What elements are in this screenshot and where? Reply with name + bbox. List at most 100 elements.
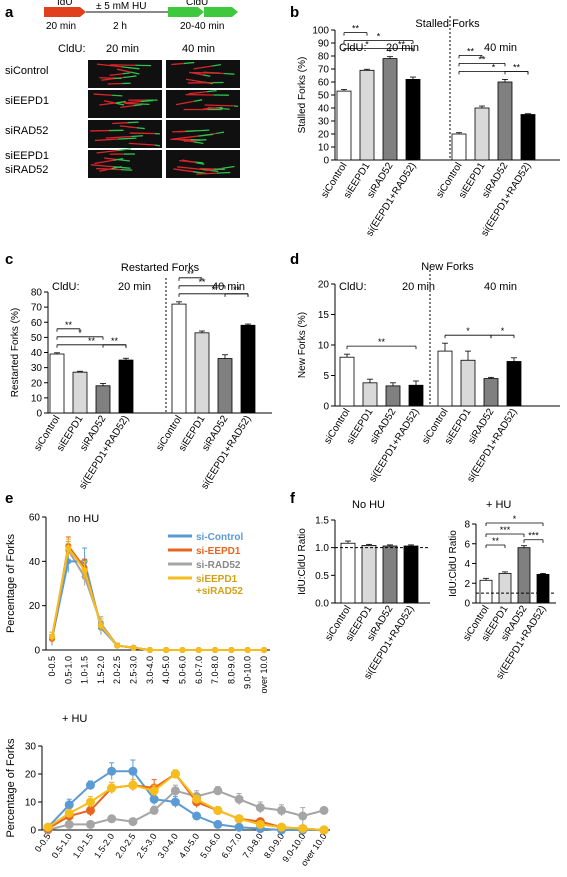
legend-e: si-Control si-EEPD1 si-RAD52 siEEPD1 +si… (168, 532, 243, 597)
condition-annotation: + HU (62, 713, 87, 725)
fiber-segment-idu (96, 149, 118, 154)
sig-marker: * (513, 514, 517, 524)
micro-40min-header: 40 min (182, 43, 215, 55)
cldu-arrow-1 (168, 7, 204, 17)
x-tick-label: over 10.0 (259, 656, 269, 694)
panel-letter-a: a (5, 4, 14, 21)
x-tick-label: 2.0-2.5 (113, 831, 137, 860)
bar (385, 385, 401, 407)
y-tick-label: 40 (29, 557, 41, 568)
y-tick-label: 80 (318, 52, 330, 63)
sig-marker: ** (65, 320, 73, 330)
fiber-segment-idu (120, 105, 134, 109)
y-tick-label: 80 (31, 288, 43, 299)
panel-letter-e: e (5, 490, 13, 507)
cldu-time: 20-40 min (180, 21, 224, 32)
y-tick-label: 10 (31, 393, 43, 404)
fiber-segment-idu (203, 71, 225, 75)
data-point (319, 825, 329, 835)
bar (217, 358, 233, 414)
y-tick-label: 20 (29, 601, 41, 612)
fiber-segment-cldu (193, 141, 204, 144)
fiber-segment-cldu (130, 71, 140, 75)
fiber-segment-cldu (195, 129, 210, 132)
x-tick-label: 7.0-8.0 (241, 831, 265, 860)
sig-marker: *** (500, 525, 511, 535)
sig-marker: ** (352, 24, 360, 34)
fiber-segment-cldu (198, 133, 214, 137)
fiber-segment-idu (173, 135, 199, 140)
x-tick-label: 4.0-5.0 (177, 831, 201, 860)
x-tick-label: 1.5-2.0 (96, 656, 106, 684)
idu-time: 20 min (46, 21, 76, 32)
bar (408, 384, 424, 407)
fiber-segment-cldu (212, 64, 222, 67)
sig-marker: *** (528, 531, 539, 541)
panel-letter-d: d (290, 251, 299, 268)
y-axis-label: Stalled Forks (%) (297, 57, 308, 134)
fiber-panel (88, 120, 162, 148)
sig-marker: ** (492, 536, 500, 546)
data-point (64, 808, 74, 818)
sig-marker: * (466, 326, 470, 336)
bar (382, 545, 398, 604)
y-tick-label: 0.5 (315, 571, 329, 582)
data-point (192, 811, 202, 821)
fiber-segment-idu (112, 122, 128, 125)
cldu-prefix: CldU: (339, 42, 367, 54)
fiber-segment-idu (172, 130, 186, 133)
fiber-segment-idu (96, 63, 122, 68)
chart-title: Stalled Forks (415, 18, 480, 30)
y-axis-label: Restarted Forks (%) (10, 308, 21, 397)
x-tick-label: 5.0-6.0 (198, 831, 222, 860)
bar (474, 107, 490, 161)
condition-annotation: no HU (68, 513, 99, 525)
micro-row-sirad52: siRAD52 (5, 125, 48, 137)
bar (506, 361, 522, 407)
data-point (195, 647, 202, 653)
sig-marker: ** (378, 337, 386, 347)
fiber-panel (88, 148, 162, 178)
y-tick-label: 70 (318, 65, 330, 76)
group-header: 20 min (402, 281, 435, 293)
fiber-segment-cldu (117, 137, 137, 140)
y-tick-label: 1.0 (315, 543, 329, 554)
y-tick-label: 60 (31, 318, 43, 329)
bar (479, 579, 493, 604)
fiber-segment-cldu (116, 100, 126, 104)
data-point (114, 642, 121, 649)
y-tick-label: 40 (31, 348, 43, 359)
data-point (49, 633, 55, 640)
sig-marker: ** (88, 336, 96, 346)
group-header: 40 min (484, 42, 517, 54)
fiber-segment-idu (90, 164, 114, 168)
y-tick-label: 6 (464, 539, 470, 550)
data-point (64, 800, 74, 810)
fiber-panel (166, 150, 240, 178)
bar (520, 114, 536, 161)
fiber-panel (88, 90, 162, 118)
data-point (213, 786, 223, 796)
data-point (213, 805, 223, 815)
fiber-segment-idu (204, 104, 235, 107)
y-tick-label: 20 (318, 130, 330, 141)
legend-label-sirad52: si-RAD52 (196, 560, 241, 571)
sig-marker: * (212, 285, 216, 295)
data-point (85, 805, 95, 815)
data-point (234, 814, 244, 824)
data-point (228, 647, 235, 653)
x-tick-label: 6.0-7.0 (194, 656, 204, 684)
bar (451, 133, 467, 161)
y-tick-label: 30 (31, 363, 43, 374)
chart-b: Stalled Forks CldU: 20 min 40 min 0 10 20 30 40 5… (297, 16, 560, 238)
data-point (244, 647, 251, 653)
fiber-segment-cldu (113, 166, 131, 169)
x-tick-label: 0.5-1.0 (50, 831, 74, 860)
data-point (130, 644, 137, 651)
sig-marker: ** (467, 46, 475, 56)
micro-20min-header: 20 min (106, 43, 139, 55)
data-point (298, 811, 308, 821)
sig-marker: ** (111, 336, 119, 346)
